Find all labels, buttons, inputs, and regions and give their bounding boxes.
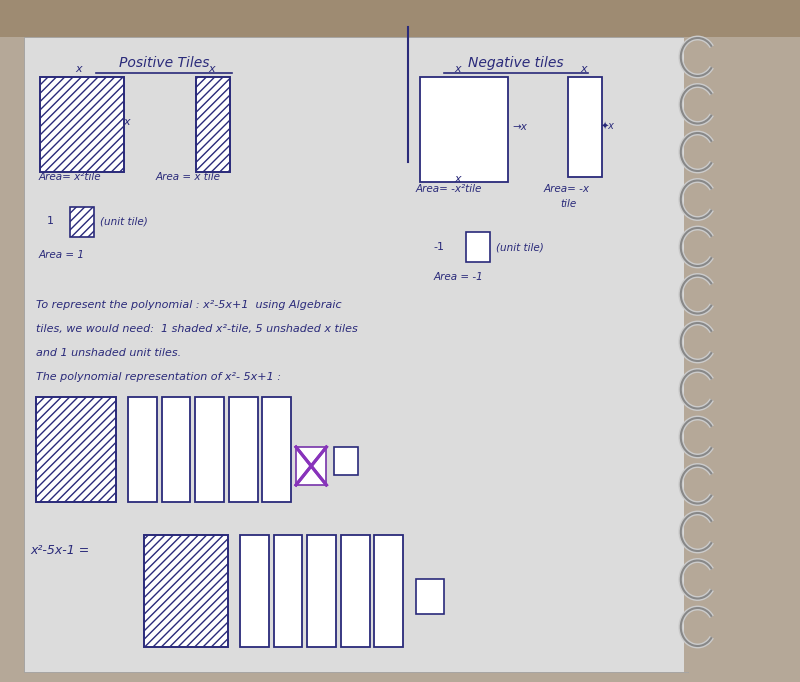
- Text: -1: -1: [434, 242, 445, 252]
- Text: x: x: [581, 64, 587, 74]
- Text: x: x: [454, 174, 461, 184]
- Bar: [24, 37, 688, 672]
- Bar: [229, 397, 258, 502]
- Text: ✦x: ✦x: [601, 122, 615, 132]
- Bar: [128, 397, 157, 502]
- Text: Area= -x²tile: Area= -x²tile: [416, 184, 482, 194]
- Text: Area = -1: Area = -1: [434, 272, 483, 282]
- Bar: [195, 397, 224, 502]
- Bar: [416, 579, 444, 614]
- Text: Area = x tile: Area = x tile: [156, 172, 221, 182]
- Text: Area= -x: Area= -x: [544, 184, 590, 194]
- Bar: [684, 37, 800, 672]
- Bar: [40, 77, 124, 172]
- Bar: [568, 77, 602, 177]
- Bar: [296, 447, 326, 485]
- Text: The polynomial representation of x²- 5x+1 :: The polynomial representation of x²- 5x+…: [36, 372, 281, 382]
- Text: x: x: [75, 64, 82, 74]
- Bar: [334, 447, 358, 475]
- Bar: [0, 0, 800, 37]
- Text: (unit tile): (unit tile): [496, 242, 544, 252]
- Bar: [36, 397, 116, 502]
- Text: 1: 1: [46, 216, 54, 226]
- Text: x²-5x-1 =: x²-5x-1 =: [30, 544, 90, 557]
- Bar: [162, 397, 190, 502]
- Bar: [240, 535, 269, 647]
- Text: (unit tile): (unit tile): [100, 216, 148, 226]
- Bar: [196, 77, 230, 172]
- Text: x: x: [123, 117, 130, 127]
- Bar: [70, 207, 94, 237]
- Text: Area= x²tile: Area= x²tile: [38, 172, 101, 182]
- Text: Positive Tiles: Positive Tiles: [118, 56, 210, 70]
- Text: tile: tile: [560, 199, 576, 209]
- Text: x: x: [454, 64, 461, 74]
- Text: →x: →x: [512, 122, 527, 132]
- Bar: [341, 535, 370, 647]
- Text: x: x: [209, 64, 215, 74]
- Bar: [144, 535, 228, 647]
- Text: To represent the polynomial : x²-5x+1  using Algebraic: To represent the polynomial : x²-5x+1 us…: [36, 300, 342, 310]
- Text: and 1 unshaded unit tiles.: and 1 unshaded unit tiles.: [36, 348, 181, 358]
- Text: Area = 1: Area = 1: [38, 250, 85, 260]
- Bar: [262, 397, 291, 502]
- Text: tiles, we would need:  1 shaded x²-tile, 5 unshaded x tiles: tiles, we would need: 1 shaded x²-tile, …: [36, 324, 358, 334]
- Text: Negative tiles: Negative tiles: [468, 56, 564, 70]
- Bar: [466, 232, 490, 262]
- Bar: [420, 77, 508, 182]
- Bar: [274, 535, 302, 647]
- Bar: [374, 535, 403, 647]
- Bar: [307, 535, 336, 647]
